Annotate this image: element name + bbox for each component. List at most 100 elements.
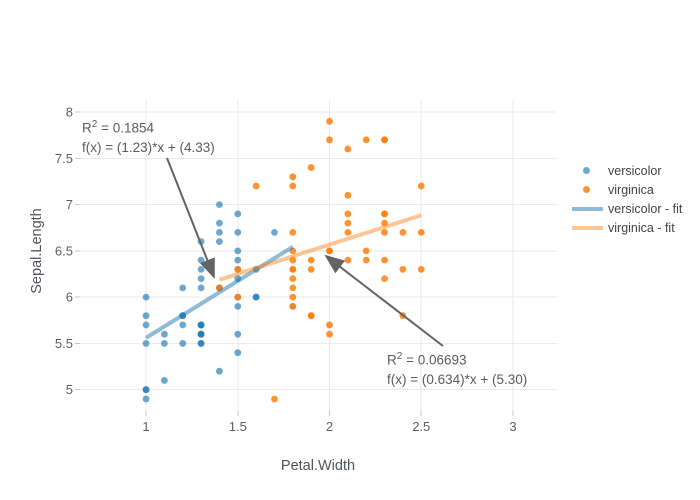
data-point-versicolor[interactable] — [234, 210, 242, 218]
data-point-versicolor[interactable] — [216, 219, 223, 227]
regression-line-virginica - fit[interactable] — [218, 213, 422, 282]
legend: versicolor virginica versicolor - fit virgi… — [570, 161, 682, 237]
data-point-virginica[interactable] — [344, 228, 352, 236]
data-point-virginica[interactable] — [399, 228, 407, 236]
data-point-virginica[interactable] — [326, 247, 333, 255]
data-point-versicolor[interactable] — [234, 256, 242, 264]
data-point-versicolor[interactable] — [142, 293, 150, 301]
data-point-virginica[interactable] — [344, 219, 352, 227]
x-tick-label: 3 — [509, 419, 516, 434]
data-point-virginica[interactable] — [362, 247, 370, 255]
data-point-versicolor[interactable] — [216, 367, 223, 375]
data-point-virginica[interactable] — [326, 136, 333, 144]
data-point-virginica[interactable] — [381, 275, 388, 283]
data-point-virginica[interactable] — [417, 182, 425, 190]
data-point-versicolor[interactable] — [160, 377, 168, 384]
data-point-virginica[interactable] — [252, 182, 260, 190]
data-point-virginica[interactable] — [271, 395, 278, 403]
data-point-versicolor[interactable] — [142, 340, 150, 347]
y-tick-label: 8 — [66, 105, 73, 120]
data-point-virginica[interactable] — [307, 265, 315, 273]
legend-item-versicolor[interactable]: versicolor — [570, 161, 682, 180]
annotation-arrows — [166, 157, 444, 347]
data-point-virginica[interactable] — [289, 182, 297, 190]
x-tick-label: 1 — [142, 419, 149, 434]
y-axis-title: Sepal.Length — [29, 208, 45, 294]
data-point-versicolor[interactable] — [234, 349, 242, 357]
data-point-virginica[interactable] — [417, 265, 425, 273]
data-point-versicolor[interactable] — [216, 201, 223, 208]
scatter-points[interactable] — [142, 117, 425, 403]
data-point-versicolor[interactable] — [197, 284, 205, 292]
data-point-versicolor[interactable] — [234, 228, 242, 236]
data-point-versicolor[interactable] — [197, 275, 205, 283]
data-point-versicolor[interactable] — [216, 228, 223, 236]
regression-line-versicolor - fit[interactable] — [144, 245, 294, 340]
data-point-virginica[interactable] — [399, 265, 407, 273]
data-point-virginica[interactable] — [326, 321, 333, 329]
data-point-virginica[interactable] — [307, 164, 315, 171]
annotation-line: f(x) = (1.23)*x + (4.33) — [82, 139, 215, 155]
data-point-virginica[interactable] — [289, 256, 297, 264]
legend-item-virginica[interactable]: virginica — [570, 180, 682, 199]
data-point-virginica[interactable] — [326, 330, 333, 338]
data-point-versicolor[interactable] — [252, 293, 260, 301]
data-point-virginica[interactable] — [234, 293, 242, 301]
data-point-versicolor[interactable] — [234, 303, 242, 310]
data-point-versicolor[interactable] — [160, 330, 168, 338]
data-point-virginica[interactable] — [362, 136, 370, 144]
legend-item-virginica-fit[interactable]: virginica - fit — [570, 218, 682, 237]
data-point-versicolor[interactable] — [197, 321, 205, 329]
data-point-versicolor[interactable] — [142, 395, 150, 403]
data-point-versicolor[interactable] — [160, 340, 168, 347]
data-point-virginica[interactable] — [234, 265, 242, 273]
x-axis-title: Petal.Width — [280, 458, 356, 474]
y-tick-label: 7 — [66, 197, 73, 212]
data-point-virginica[interactable] — [381, 256, 388, 264]
data-point-versicolor[interactable] — [179, 340, 187, 347]
data-point-virginica[interactable] — [362, 256, 370, 264]
fit-lines[interactable] — [144, 213, 422, 340]
data-point-versicolor[interactable] — [179, 321, 187, 329]
data-point-virginica[interactable] — [307, 312, 315, 320]
data-point-virginica[interactable] — [381, 210, 388, 218]
data-point-versicolor[interactable] — [179, 284, 187, 292]
y-tick-label: 7.5 — [55, 151, 73, 166]
data-point-virginica[interactable] — [307, 256, 315, 264]
y-tick-label: 6 — [66, 290, 73, 305]
data-point-versicolor[interactable] — [142, 312, 150, 320]
data-point-virginica[interactable] — [289, 284, 297, 292]
data-point-virginica[interactable] — [289, 275, 297, 283]
data-point-virginica[interactable] — [381, 219, 388, 227]
data-point-virginica[interactable] — [326, 117, 333, 125]
data-point-virginica[interactable] — [289, 265, 297, 273]
y-tick-label: 5.5 — [55, 336, 73, 351]
data-point-versicolor[interactable] — [197, 330, 205, 338]
data-point-virginica[interactable] — [344, 191, 352, 199]
data-point-versicolor[interactable] — [197, 256, 205, 264]
legend-item-versicolor-fit[interactable]: versicolor - fit — [570, 199, 682, 218]
data-point-versicolor[interactable] — [197, 265, 205, 273]
data-point-versicolor[interactable] — [234, 247, 242, 255]
data-point-virginica[interactable] — [289, 303, 297, 310]
data-point-versicolor[interactable] — [142, 386, 150, 394]
data-point-virginica[interactable] — [381, 228, 388, 236]
y-tick-label: 6.5 — [55, 243, 73, 258]
x-tick-label: 2 — [326, 419, 333, 434]
data-point-virginica[interactable] — [289, 228, 297, 236]
data-point-versicolor[interactable] — [216, 238, 223, 246]
data-point-versicolor[interactable] — [197, 340, 205, 347]
data-point-virginica[interactable] — [417, 228, 425, 236]
data-point-virginica[interactable] — [344, 256, 352, 264]
data-point-virginica[interactable] — [344, 145, 352, 153]
data-point-versicolor[interactable] — [234, 330, 242, 338]
line-swatch — [572, 225, 603, 230]
data-point-versicolor[interactable] — [142, 321, 150, 329]
data-point-virginica[interactable] — [289, 293, 297, 301]
data-point-versicolor[interactable] — [271, 228, 278, 236]
data-point-virginica[interactable] — [344, 210, 352, 218]
data-point-virginica[interactable] — [289, 173, 297, 181]
data-point-virginica[interactable] — [381, 136, 388, 144]
